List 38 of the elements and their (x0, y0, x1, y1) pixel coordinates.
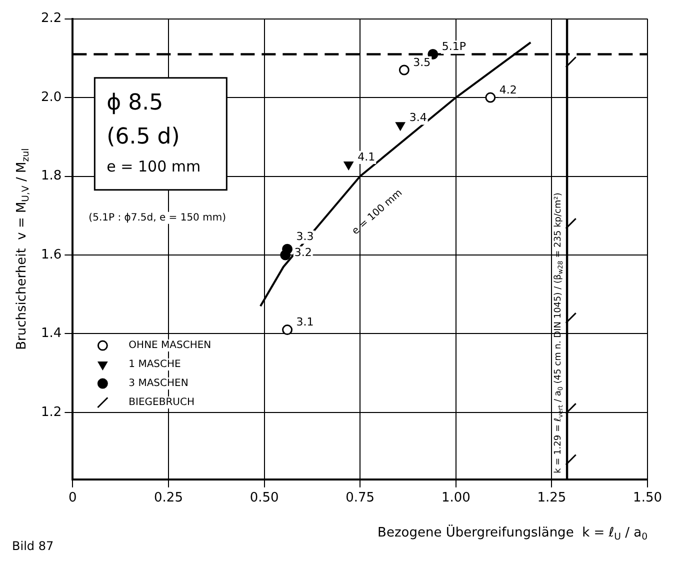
annotation: (5.1P : ϕ7.5d, e = 150 mm) (88, 212, 226, 224)
legend-label: 3 MASCHEN (128, 378, 188, 390)
point (280, 250, 291, 260)
y-axis-title: Bruchsicherheit v = MU,V / Mzul (14, 148, 32, 350)
x-tick-label: 1.25 (537, 490, 566, 506)
annotation: 4.2 (499, 83, 517, 96)
legend-label: 1 MASCHE (128, 359, 181, 370)
legend-label: OHNE MASCHEN (128, 340, 212, 352)
legend-label: BIEGEBRUCH (128, 397, 194, 408)
point (344, 161, 354, 170)
point (398, 64, 410, 76)
annotation: 3.2 (294, 246, 312, 259)
y-tick-label: 2.2 (40, 11, 62, 26)
annotation: 3.4 (409, 110, 427, 124)
annotation: 3.5 (413, 56, 431, 69)
y-tick-label: 1.8 (40, 168, 62, 184)
x-tick-label: 1.00 (441, 490, 470, 506)
y-tick-label: 1.6 (40, 247, 62, 262)
annotation: 4.1 (358, 150, 376, 164)
x-tick-label: 0 (68, 490, 77, 506)
x-tick-label: 0.75 (346, 490, 375, 506)
annotation: 3.1 (296, 316, 314, 329)
point (282, 324, 293, 336)
x-tick-label: 1.50 (633, 490, 662, 506)
x-tick-label: 0.50 (250, 490, 279, 506)
x-tick-label: 0.25 (154, 490, 183, 506)
annotation: 5.1P (442, 40, 466, 54)
annotation: (6.5 d) (106, 124, 180, 150)
text: Bild 87 (12, 539, 54, 554)
y-tick-label: 1.2 (40, 404, 62, 420)
annotation: 3.3 (296, 230, 314, 243)
annotation: e = 100 mm (350, 188, 405, 238)
point (396, 122, 405, 130)
annotation: ϕ 8.5 (106, 90, 164, 116)
point (485, 92, 496, 103)
y-tick-label: 2.0 (40, 90, 62, 105)
y-tick-label: 1.4 (40, 326, 62, 342)
annotation: e = 100 mm (106, 158, 201, 176)
